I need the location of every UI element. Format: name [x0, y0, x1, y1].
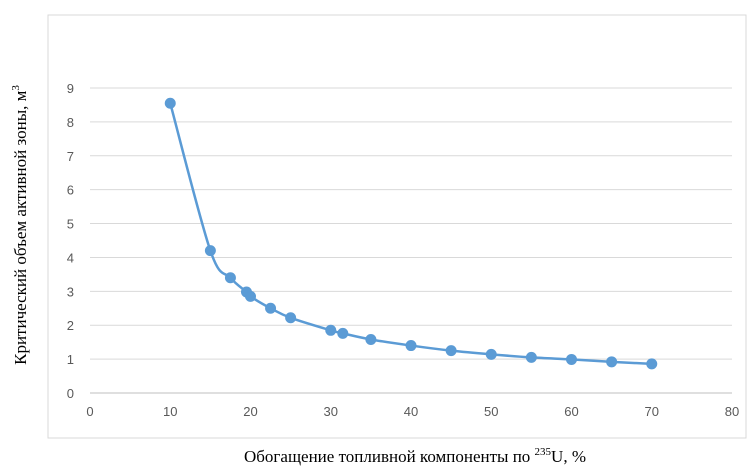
y-tick-label: 8	[67, 115, 74, 130]
y-tick-label: 5	[67, 217, 74, 232]
chart-area-border	[47, 14, 747, 439]
y-tick-label: 3	[67, 284, 74, 299]
data-point	[265, 302, 277, 314]
series-group	[164, 97, 658, 370]
data-point	[365, 333, 377, 345]
data-point	[566, 353, 577, 365]
data-point	[285, 312, 297, 324]
x-tick-label: 60	[564, 404, 578, 419]
data-point	[224, 272, 236, 284]
y-tick-label: 0	[67, 386, 74, 401]
y-tick-labels: 0 1 2 3 4 5 6 7 8 9	[67, 81, 74, 401]
x-tick-label: 30	[324, 404, 338, 419]
data-point	[164, 97, 176, 109]
data-point	[337, 327, 349, 339]
data-point	[445, 345, 457, 357]
y-tick-label: 6	[67, 183, 74, 198]
data-point	[485, 348, 497, 360]
x-tick-labels: 0 10 20 30 40 50 60 70 80	[86, 404, 739, 419]
x-tick-label: 40	[404, 404, 418, 419]
data-point	[525, 351, 537, 363]
gridlines	[90, 87, 732, 394]
x-tick-label: 10	[163, 404, 177, 419]
data-point	[405, 340, 417, 352]
y-tick-label: 9	[67, 81, 74, 96]
x-axis-title: Обогащение топливной компоненты по 235U,…	[244, 446, 586, 466]
y-tick-label: 7	[67, 149, 74, 164]
x-tick-label: 50	[484, 404, 498, 419]
y-tick-label: 1	[67, 352, 74, 367]
data-point	[325, 324, 337, 336]
y-tick-label: 2	[67, 318, 74, 333]
data-point	[204, 245, 216, 257]
x-tick-label: 70	[645, 404, 659, 419]
data-point	[646, 358, 658, 370]
y-axis-title: Критический объем активной зоны, м3	[10, 85, 30, 365]
x-tick-label: 0	[86, 404, 93, 419]
data-point	[606, 356, 618, 368]
x-tick-label: 20	[243, 404, 257, 419]
x-tick-label: 80	[725, 404, 739, 419]
y-tick-label: 4	[67, 250, 74, 265]
data-point	[245, 290, 256, 302]
